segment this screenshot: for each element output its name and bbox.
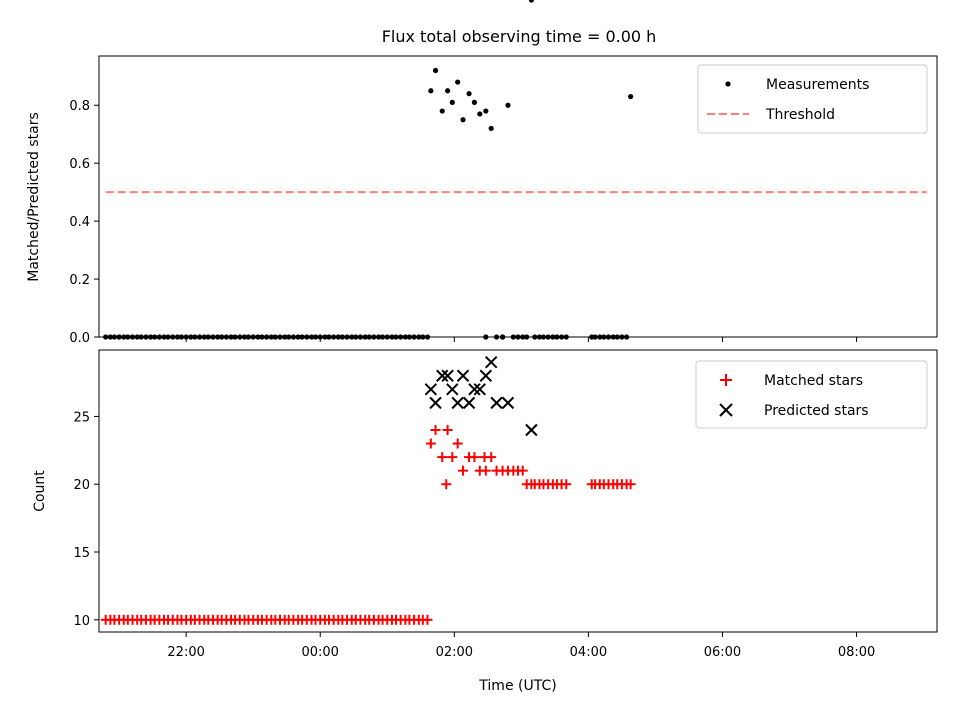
chart-title: Flux total observing time = 0.00 h xyxy=(382,27,657,46)
top-marks xyxy=(103,0,927,340)
bottom-marks xyxy=(100,355,636,625)
legend-label-predicted-stars: Predicted stars xyxy=(764,403,869,419)
point-measurements xyxy=(432,67,439,74)
y-tick-label: 25 xyxy=(73,410,90,425)
point-measurements xyxy=(449,99,455,105)
point-predicted-stars xyxy=(501,396,515,410)
point-predicted-stars xyxy=(456,369,470,382)
point-measurements xyxy=(477,111,483,117)
y-tick-label: 0.2 xyxy=(69,273,90,288)
point-measurements xyxy=(471,99,478,105)
point-measurements xyxy=(466,91,472,97)
point-predicted-stars xyxy=(484,355,498,369)
point-matched-stars xyxy=(422,614,433,625)
x-axis-label: Time (UTC) xyxy=(478,678,556,694)
y-tick-label: 20 xyxy=(73,478,90,493)
top-legend-box xyxy=(697,64,928,134)
bottom-legend: Matched stars Predicted stars xyxy=(695,360,928,429)
point-matched-stars xyxy=(517,465,528,476)
point-measurements xyxy=(483,108,489,114)
point-matched-stars xyxy=(430,424,441,435)
point-matched-stars xyxy=(447,452,458,463)
point-predicted-stars xyxy=(473,383,486,396)
legend-label-matched-stars: Matched stars xyxy=(764,373,863,389)
legend-label-threshold: Threshold xyxy=(765,107,835,123)
point-measurements xyxy=(439,108,445,114)
x-tick-label: 00:00 xyxy=(301,645,338,660)
top-y-ticks: 0.0 0.2 0.4 0.6 0.8 xyxy=(69,99,99,346)
point-matched-stars xyxy=(480,465,491,476)
point-measurements xyxy=(455,79,461,85)
legend-label-measurements: Measurements xyxy=(766,77,869,93)
point-predicted-stars xyxy=(429,396,442,410)
y-tick-label: 15 xyxy=(73,546,90,561)
bottom-y-ticks: 10 15 20 25 xyxy=(73,410,99,629)
bottom-x-ticks: 22:00 00:00 02:00 04:00 06:00 08:00 xyxy=(167,632,875,660)
y-tick-label: 10 xyxy=(73,614,90,629)
point-matched-stars xyxy=(437,452,448,463)
bottom-axes-frame xyxy=(98,349,938,633)
point-matched-stars xyxy=(625,479,636,490)
top-x-ticks xyxy=(185,337,858,342)
x-tick-label: 02:00 xyxy=(436,645,473,660)
legend-marker-measurements xyxy=(725,81,731,87)
point-measurements xyxy=(528,0,535,3)
point-matched-stars xyxy=(441,479,452,490)
point-matched-stars xyxy=(561,479,572,490)
top-panel: 0.00.20.40.60.8 Matched/Predicted stars … xyxy=(26,0,938,346)
point-measurements xyxy=(428,88,434,94)
point-matched-stars xyxy=(469,452,480,463)
point-matched-stars xyxy=(442,424,453,435)
y-tick-label: 0.0 xyxy=(69,331,90,346)
point-predicted-stars xyxy=(462,396,476,410)
point-predicted-stars xyxy=(446,383,459,396)
x-tick-label: 08:00 xyxy=(838,645,875,660)
point-matched-stars xyxy=(458,465,469,476)
point-measurements xyxy=(628,93,634,100)
top-y-axis-label: Matched/Predicted stars xyxy=(26,112,42,282)
point-measurements xyxy=(488,125,494,132)
point-measurements xyxy=(505,102,511,108)
point-predicted-stars xyxy=(424,383,438,396)
y-tick-label: 0.8 xyxy=(69,99,90,114)
point-predicted-stars xyxy=(451,396,464,410)
y-tick-label: 0.6 xyxy=(69,157,90,172)
legend-marker-predicted-stars xyxy=(719,403,733,417)
point-matched-stars xyxy=(452,438,463,449)
point-predicted-stars xyxy=(525,423,538,437)
y-tick-label: 0.4 xyxy=(69,215,90,230)
point-matched-stars xyxy=(425,438,436,449)
x-tick-label: 22:00 xyxy=(167,645,204,660)
legend-marker-matched-stars xyxy=(720,374,732,386)
point-predicted-stars xyxy=(436,369,449,382)
point-predicted-stars xyxy=(490,396,503,410)
point-predicted-stars xyxy=(479,369,493,382)
point-measurements xyxy=(445,88,451,94)
bottom-y-axis-label: Count xyxy=(32,470,48,512)
top-axes-frame xyxy=(98,55,938,338)
point-predicted-stars xyxy=(468,383,481,396)
point-predicted-stars xyxy=(441,369,454,382)
point-matched-stars xyxy=(479,452,490,463)
x-tick-label: 04:00 xyxy=(570,645,607,660)
top-legend: Measurements Threshold xyxy=(697,64,928,134)
point-measurements xyxy=(460,117,466,123)
bottom-legend-box xyxy=(695,360,928,429)
x-tick-label: 06:00 xyxy=(704,645,741,660)
